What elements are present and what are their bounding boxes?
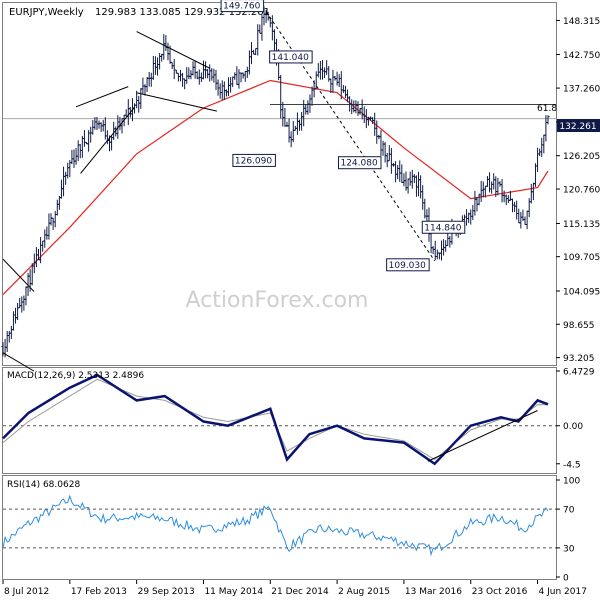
rsi-tick-label: 100 <box>563 477 580 487</box>
price-tick-label: 115.135 <box>563 220 600 230</box>
annotation-layer: 149.760 141.040 126.090 124.080 114.840 109.0… <box>220 0 466 272</box>
price-panel-frame <box>2 2 557 366</box>
macd-tick-label: 0.00 <box>563 422 583 432</box>
rsi-tick-label: 70 <box>563 506 575 516</box>
macd-trendline <box>427 410 538 462</box>
price-annotation-label: 126.090 <box>235 156 272 166</box>
price-annotation-label: 149.760 <box>223 2 260 12</box>
rsi-panel-frame <box>2 475 557 580</box>
current-price-label: 132.261 <box>559 122 596 132</box>
price-tick-label: 109.705 <box>563 253 600 263</box>
rsi-title: RSI(14) 68.0628 <box>7 480 80 490</box>
price-annotation-label: 124.080 <box>340 159 377 169</box>
triangle-upper-2014 <box>136 31 210 69</box>
x-tick-label: 17 Feb 2013 <box>71 587 127 597</box>
channel-upper-2013 <box>75 86 129 108</box>
x-tick-label: 21 Dec 2014 <box>271 587 329 597</box>
macd-layer: 6.4729 0.00 -4.5 <box>2 368 595 470</box>
price-annotation-box <box>269 50 313 64</box>
rsi-tick-label: 30 <box>563 544 575 554</box>
x-tick-label: 23 Oct 2016 <box>472 587 528 597</box>
price-annotation-label: 109.030 <box>389 261 426 271</box>
x-tick-label: 29 Sep 2013 <box>138 587 195 597</box>
price-tick-label: 148.315 <box>563 17 600 27</box>
macd-line <box>2 373 549 466</box>
rsi-tick-label: 0 <box>563 574 569 584</box>
price-tick-label: 142.750 <box>563 51 600 61</box>
x-tick-label: 11 May 2014 <box>204 587 263 597</box>
symbol-label: EURJPY,Weekly <box>9 7 84 18</box>
macd-tick-label: 6.4729 <box>563 368 595 378</box>
price-bar <box>546 115 550 125</box>
wedge-lower-left <box>2 352 35 372</box>
price-annotation-label: 114.840 <box>424 223 461 233</box>
x-tick-label: 13 Mar 2016 <box>405 587 462 597</box>
x-tick-label: 8 Jul 2012 <box>4 587 49 597</box>
price-annotation-box <box>220 0 265 13</box>
rsi-line <box>2 494 549 557</box>
axis-layer: 148.315142.750137.260131.735126.205120.7… <box>2 17 600 597</box>
price-bars-layer <box>1 6 550 358</box>
current-price-box <box>557 119 600 132</box>
channel-lower-2013 <box>80 107 135 174</box>
watermark: ActionForex.com <box>186 288 369 313</box>
price-annotation-box <box>232 153 276 167</box>
price-annotation-box <box>337 156 382 170</box>
price-tick-label: 126.205 <box>563 152 600 162</box>
price-tick-label: 137.260 <box>563 85 600 95</box>
rsi-layer: 100 70 30 0 <box>2 477 580 584</box>
price-tick-label: 93.205 <box>563 354 595 364</box>
x-tick-label: 4 Jun 2017 <box>539 587 587 597</box>
macd-panel-frame <box>2 367 557 474</box>
price-annotation-box <box>421 220 466 234</box>
fib-label: 61.8 <box>537 104 557 114</box>
macd-tick-label: -4.5 <box>563 460 581 470</box>
ohlc-readout: 129.983 133.085 129.932 132.261 <box>95 7 270 18</box>
x-tick-label: 2 Aug 2015 <box>338 587 390 597</box>
price-tick-label: 120.760 <box>563 186 600 196</box>
price-annotation-box <box>386 258 430 272</box>
macd-signal-line <box>2 378 549 461</box>
macd-title: MACD(12,26,9) 2.5313 2.4896 <box>7 371 144 381</box>
price-tick-label: 98.655 <box>563 321 595 331</box>
wedge-upper-left <box>2 258 35 292</box>
triangle-lower-2014 <box>136 92 217 112</box>
price-annotation-label: 141.040 <box>272 53 309 63</box>
price-tick-label: 104.095 <box>563 287 600 297</box>
